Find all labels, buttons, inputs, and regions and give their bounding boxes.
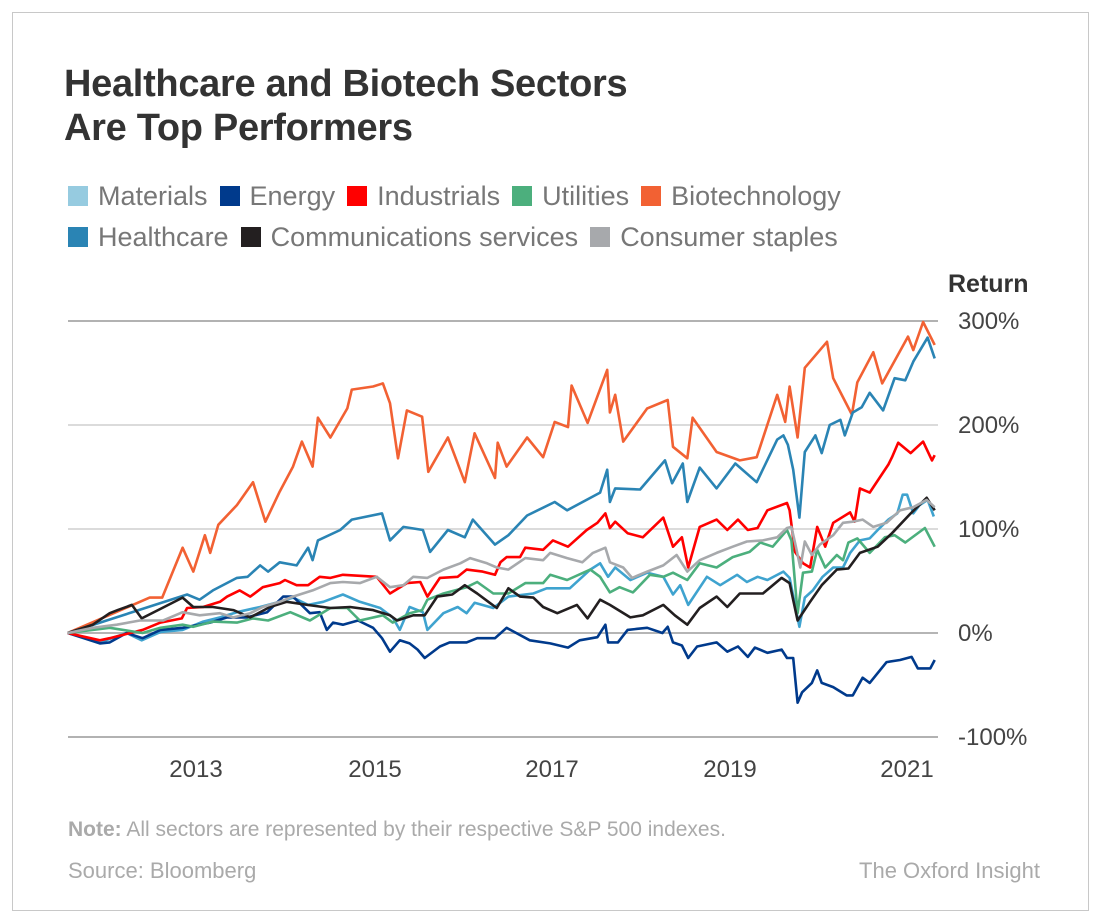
chart-title: Healthcare and Biotech Sectors Are Top P… — [64, 62, 628, 150]
legend-item: Communications services — [240, 217, 579, 257]
x-tick-label: 2015 — [348, 756, 402, 783]
legend-swatch — [590, 227, 611, 247]
legend-item: Utilities — [512, 176, 629, 216]
series-line-communications-services — [67, 496, 936, 635]
legend-label: Utilities — [542, 181, 630, 211]
legend-swatch — [68, 227, 88, 247]
series-line-healthcare — [67, 336, 936, 635]
series-line-utilities — [67, 526, 936, 635]
x-tick-label: 2017 — [525, 756, 579, 783]
legend-label: Industrials — [377, 181, 501, 211]
note-text: All sectors are represented by their res… — [121, 818, 726, 841]
legend-item: Industrials — [347, 176, 500, 216]
footnote: Note: All sectors are represented by the… — [68, 818, 726, 842]
legend-label: Healthcare — [98, 222, 229, 252]
y-tick-label: 300% — [958, 308, 1020, 335]
legend-swatch — [68, 186, 88, 206]
legend-label: Energy — [249, 181, 336, 211]
legend-swatch — [512, 186, 533, 206]
legend-item: Biotechnology — [641, 176, 841, 216]
legend-item: Materials — [68, 176, 208, 216]
source-text: Source: Bloomberg — [68, 858, 257, 883]
y-tick-label: 0% — [958, 620, 993, 647]
legend-swatch — [641, 186, 662, 206]
legend-label: Consumer staples — [620, 222, 838, 252]
y-tick-label: 200% — [958, 412, 1020, 439]
series-line-energy — [67, 595, 936, 705]
legend-label: Biotechnology — [671, 181, 841, 211]
chart-frame — [12, 12, 1089, 911]
y-tick-label: -100% — [958, 724, 1028, 751]
series-line-industrials — [67, 440, 936, 642]
note-label: Note: — [68, 818, 122, 841]
title-line-1: Healthcare and Biotech Sectors — [64, 63, 628, 105]
legend-swatch — [347, 186, 368, 206]
legend-item: Energy — [219, 176, 336, 216]
legend-label: Materials — [98, 181, 208, 211]
legend-swatch — [240, 227, 261, 247]
x-tick-label: 2021 — [880, 756, 934, 783]
legend-item: Healthcare — [68, 217, 229, 257]
legend-swatch — [219, 186, 240, 206]
legend: Materials Energy Industrials Utilities Biote… — [68, 176, 968, 258]
series-line-biotechnology — [67, 320, 936, 635]
legend-item: Consumer staples — [590, 217, 838, 257]
y-tick-label: 100% — [958, 516, 1020, 543]
y-axis-title: Return — [948, 270, 1029, 298]
x-tick-label: 2019 — [703, 756, 757, 783]
x-tick-label: 2013 — [169, 756, 223, 783]
legend-label: Communications services — [270, 222, 579, 252]
title-line-2: Are Top Performers — [64, 107, 413, 149]
brand-text: The Oxford Insight — [859, 858, 1040, 883]
series-line-consumer-staples — [67, 498, 936, 635]
